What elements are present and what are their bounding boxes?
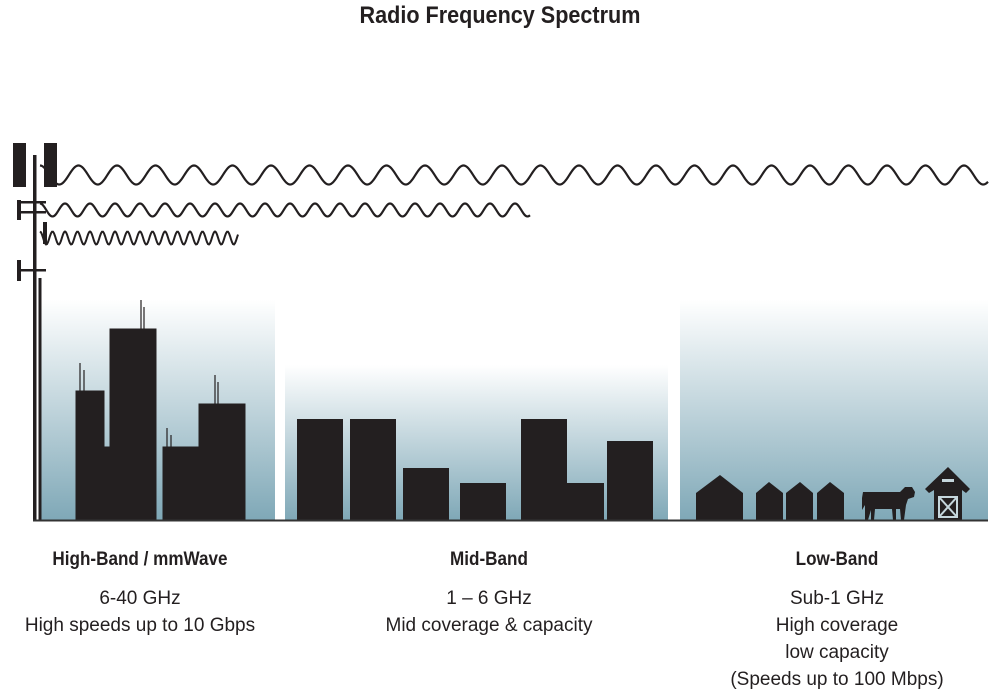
low-band-label: Low-Band Sub-1 GHz High coverage low cap…	[687, 549, 987, 693]
barn-icon	[925, 467, 970, 520]
band-name: Low-Band	[795, 549, 879, 570]
mid-band-label: Mid-Band 1 – 6 GHz Mid coverage & capaci…	[339, 549, 639, 639]
wave-mid-band	[39, 202, 531, 218]
band-name: High-Band / mmWave	[52, 549, 228, 570]
band-name: Mid-Band	[450, 549, 528, 570]
band-description: High coverage	[775, 615, 899, 636]
high-band-label: High-Band / mmWave 6-40 GHz High speeds …	[0, 549, 290, 639]
band-description: low capacity	[785, 642, 889, 663]
cell-tower-icon	[13, 143, 57, 520]
cow-icon	[862, 487, 915, 520]
band-frequency: 1 – 6 GHz	[446, 588, 532, 609]
band-frequency: Sub-1 GHz	[790, 588, 884, 609]
wave-low-band	[39, 164, 989, 186]
diagram-title: Radio Frequency Spectrum	[359, 2, 641, 29]
band-description: Mid coverage & capacity	[385, 615, 593, 636]
houses-icon	[696, 475, 844, 520]
city-buildings-icon	[75, 300, 246, 521]
band-description: High speeds up to 10 Gbps	[24, 615, 256, 636]
wave-high-band	[39, 230, 239, 246]
suburban-buildings-icon	[297, 419, 653, 520]
band-description: (Speeds up to 100 Mbps)	[730, 669, 944, 690]
band-frequency: 6-40 GHz	[99, 588, 181, 609]
